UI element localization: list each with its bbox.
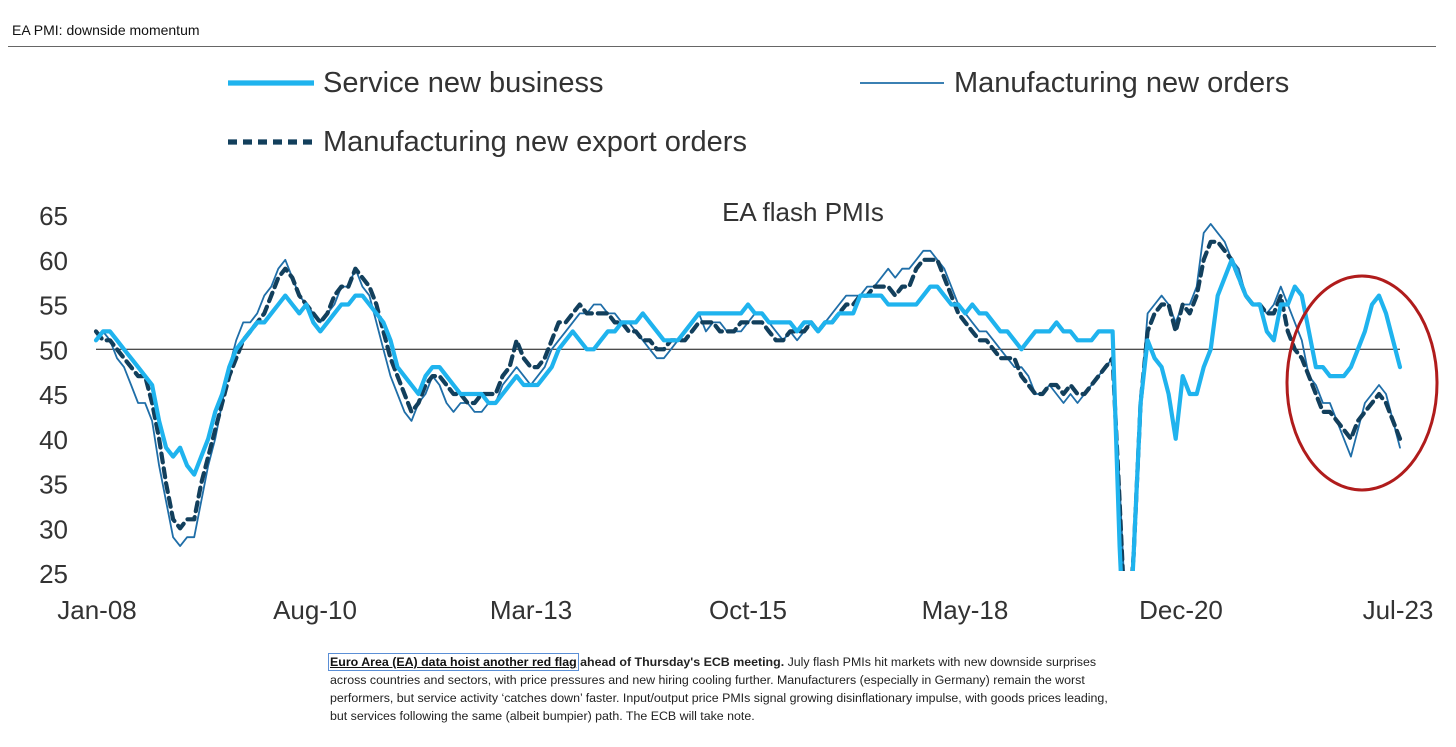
legend-label: Service new business: [323, 67, 603, 99]
page-title: EA PMI: downside momentum: [12, 22, 200, 38]
legend-label: Manufacturing new export orders: [323, 126, 747, 158]
x-tick-label: Jan-08: [57, 595, 137, 625]
series-line-service-new-business: [93, 257, 1403, 571]
legend-label: Manufacturing new orders: [954, 67, 1289, 99]
caption-paragraph: Euro Area (EA) data hoist another red fl…: [328, 653, 1120, 725]
y-tick-label: 35: [39, 470, 68, 500]
y-tick-label: 45: [39, 380, 68, 410]
y-tick-label: 40: [39, 425, 68, 455]
x-tick-label: Jul-23: [1363, 595, 1434, 625]
caption-link[interactable]: Euro Area (EA) data hoist another red fl…: [328, 653, 579, 671]
y-tick-label: 30: [39, 514, 68, 544]
y-tick-label: 60: [39, 246, 68, 276]
highlight-circle: [1285, 274, 1439, 492]
x-tick-label: Oct-15: [709, 595, 787, 625]
caption-bold-text: ahead of Thursday's ECB meeting.: [576, 655, 785, 669]
chart-axes: 25 30 35 40 45 50 55 60 65 Jan-08 Aug-10 Mar-13 Oct-…: [39, 201, 1433, 625]
y-tick-label: 50: [39, 335, 68, 365]
plot-area: [93, 223, 1403, 571]
header-divider: [8, 46, 1436, 47]
series-line-manufacturing-new-export-orders: [93, 239, 1403, 571]
caption-body-text: July flash PMIs hit markets with new dow…: [330, 655, 1108, 723]
chart-title: EA flash PMIs: [722, 197, 884, 227]
series-line-manufacturing-new-orders: [95, 223, 1401, 571]
y-tick-label: 25: [39, 559, 68, 589]
chart-legend: Service new business Manufacturing new or…: [228, 67, 1289, 158]
plot-series-group: [93, 223, 1403, 571]
y-tick-label: 65: [39, 201, 68, 231]
x-tick-label: May-18: [922, 595, 1009, 625]
x-tick-label: Aug-10: [273, 595, 357, 625]
chart-annotation: [1285, 274, 1439, 492]
y-tick-label: 55: [39, 291, 68, 321]
pmi-line-chart: Service new business Manufacturing new or…: [39, 67, 1439, 625]
x-tick-label: Dec-20: [1139, 595, 1223, 625]
x-tick-label: Mar-13: [490, 595, 572, 625]
